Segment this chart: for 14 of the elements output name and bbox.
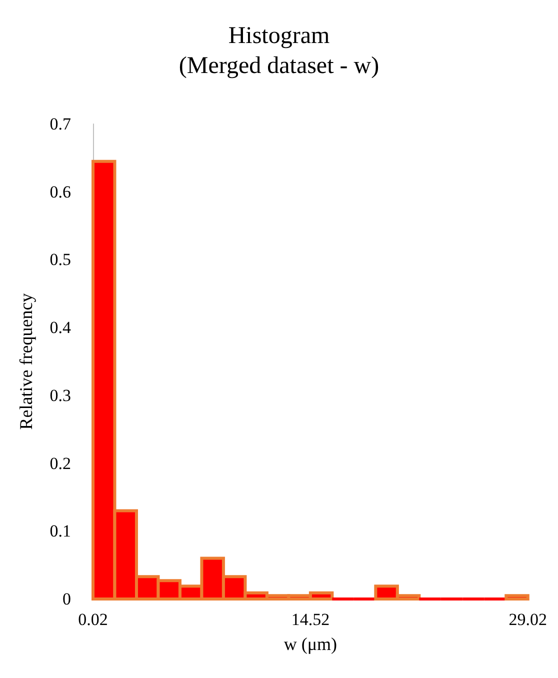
x-tick-label: 14.52 (291, 610, 330, 629)
x-tick-label: 29.02 (508, 610, 547, 629)
y-tick-label: 0.5 (50, 250, 71, 270)
y-tick-label: 0.7 (50, 114, 72, 134)
y-tick-label: 0.4 (50, 318, 72, 338)
x-tick-label: 0.02 (78, 610, 108, 629)
chart-title: Histogram (Merged dataset - w) (178, 23, 380, 79)
y-tick-label: 0.3 (50, 386, 71, 405)
y-tick-label: 0.2 (50, 454, 71, 473)
y-tick-label: 0 (62, 590, 71, 608)
x-axis-title: w (μm) (284, 634, 338, 654)
y-tick-label: 0.1 (50, 522, 71, 541)
y-tick-label: 0.6 (50, 182, 71, 202)
y-axis-title: Relative frequency (16, 293, 36, 430)
